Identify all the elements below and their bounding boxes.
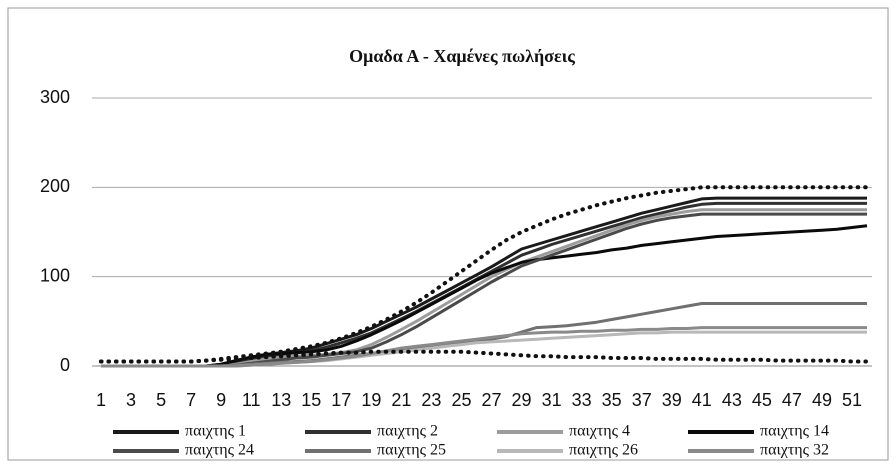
x-tick-label: 49	[812, 390, 832, 410]
x-tick-label: 1	[96, 390, 106, 410]
x-tick-label: 47	[782, 390, 802, 410]
x-tick-label: 3	[126, 390, 136, 410]
reference-line	[99, 349, 869, 364]
legend-label: παιχτης 32	[760, 442, 829, 459]
legend-label: παιχτης 4	[569, 423, 630, 440]
x-tick-label: 43	[722, 390, 742, 410]
x-tick-label: 15	[301, 390, 321, 410]
x-tick-label: 25	[451, 390, 471, 410]
x-tick-label: 17	[331, 390, 351, 410]
legend-label: παιχτης 14	[760, 423, 829, 440]
x-tick-label: 11	[242, 390, 261, 410]
x-tick-label: 39	[662, 390, 682, 410]
x-tick-label: 19	[361, 390, 381, 410]
x-tick-label: 7	[186, 390, 196, 410]
legend-label: παιχτης 1	[185, 423, 246, 440]
x-tick-label: 45	[752, 390, 772, 410]
chart-title: Ομαδα Α - Χαμένες πωλήσεις	[349, 46, 575, 66]
x-tick-label: 51	[842, 390, 862, 410]
y-tick-label: 300	[40, 87, 70, 107]
x-tick-label: 21	[391, 390, 411, 410]
legend-label: παιχτης 2	[377, 423, 438, 440]
x-tick-label: 31	[542, 390, 562, 410]
x-tick-label: 29	[512, 390, 532, 410]
x-tick-label: 35	[602, 390, 622, 410]
x-tick-label: 37	[632, 390, 652, 410]
x-tick-label: 13	[271, 390, 291, 410]
x-tick-label: 33	[572, 390, 592, 410]
x-tick-label: 41	[692, 390, 712, 410]
y-tick-label: 200	[40, 176, 70, 196]
y-tick-label: 100	[40, 265, 70, 285]
x-tick-label: 27	[482, 390, 502, 410]
series-line	[101, 326, 867, 368]
y-tick-label: 0	[60, 355, 70, 375]
legend-label: παιχτης 25	[377, 442, 446, 459]
x-tick-label: 5	[156, 390, 166, 410]
x-tick-label: 23	[421, 390, 441, 410]
x-tick-label: 9	[216, 390, 226, 410]
series-line	[101, 224, 868, 368]
legend-label: παιχτης 24	[185, 442, 254, 459]
legend-label: παιχτης 26	[569, 442, 638, 459]
